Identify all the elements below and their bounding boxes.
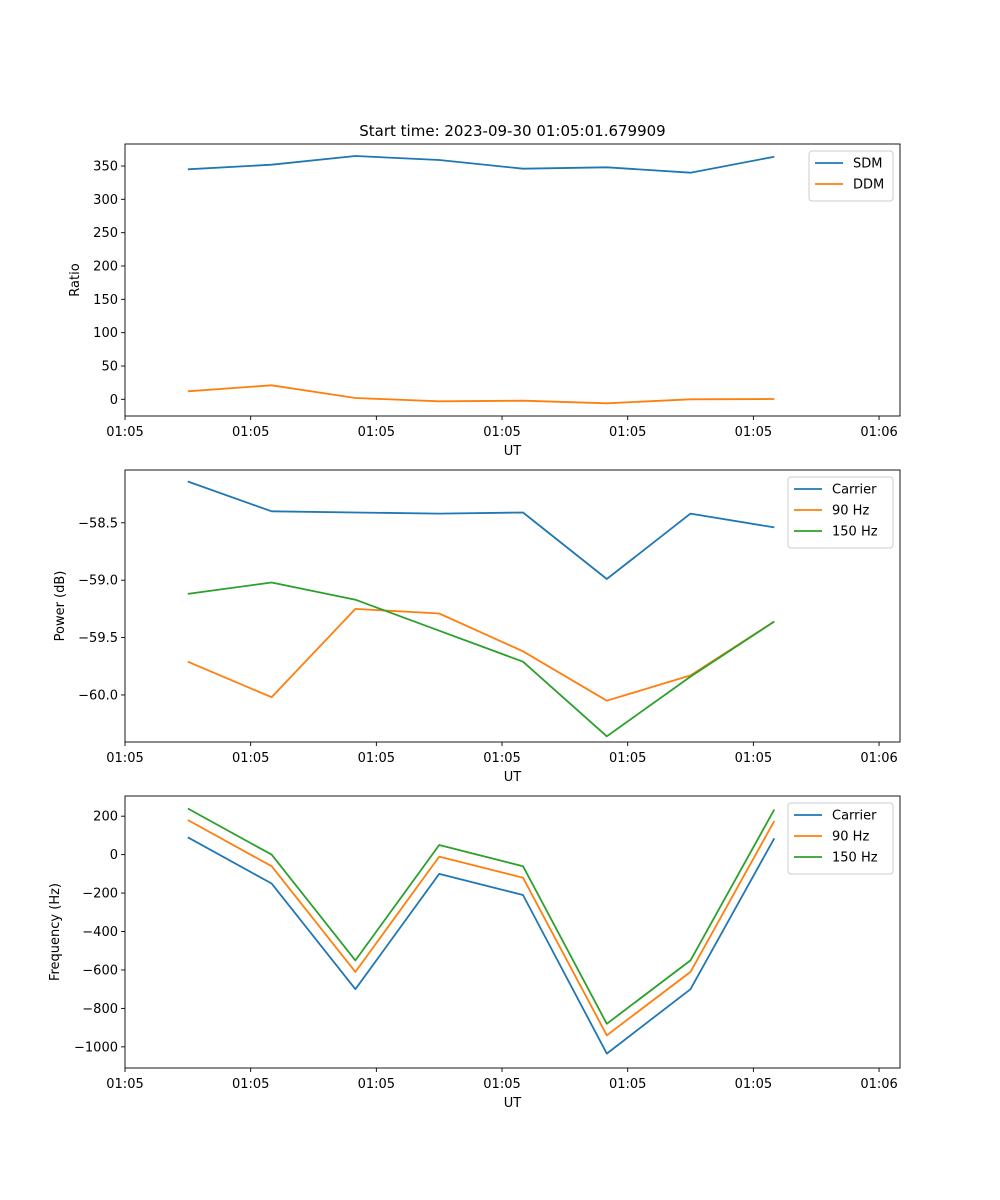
legend-label: 90 Hz bbox=[832, 504, 869, 519]
x-tick-label: 01:05 bbox=[483, 751, 520, 766]
plot-frame bbox=[124, 143, 901, 417]
x-tick-label: 01:05 bbox=[735, 1077, 772, 1092]
legend-label: 90 Hz bbox=[832, 830, 869, 845]
x-axis-label: UT bbox=[504, 1096, 522, 1111]
y-axis-label: Ratio bbox=[68, 263, 83, 296]
y-tick-label: −200 bbox=[82, 887, 118, 902]
x-tick-label: 01:05 bbox=[358, 425, 395, 440]
x-tick-label: 01:05 bbox=[232, 751, 269, 766]
series-line-150-hz bbox=[187, 581, 775, 738]
x-tick-label: 01:05 bbox=[735, 425, 772, 440]
legend-label: Carrier bbox=[832, 483, 877, 498]
x-tick-label: 01:05 bbox=[483, 1077, 520, 1092]
y-tick-label: −60.0 bbox=[78, 688, 118, 703]
y-axis-label: Frequency (Hz) bbox=[48, 883, 63, 981]
x-tick-label: 01:05 bbox=[106, 1077, 143, 1092]
x-tick-label: 01:06 bbox=[860, 1077, 897, 1092]
x-tick-label: 01:06 bbox=[860, 425, 897, 440]
plot-frame bbox=[124, 469, 901, 743]
x-tick-label: 01:05 bbox=[609, 1077, 646, 1092]
series-line-sdm bbox=[187, 155, 775, 174]
series-line-ddm bbox=[187, 384, 775, 405]
x-tick-label: 01:05 bbox=[358, 1077, 395, 1092]
x-tick-label: 01:05 bbox=[358, 751, 395, 766]
legend-label: 150 Hz bbox=[832, 525, 878, 540]
series-line-90-hz bbox=[187, 608, 775, 702]
legend: Carrier 90 Hz 150 Hz bbox=[787, 802, 894, 875]
y-tick-label: 300 bbox=[93, 193, 118, 208]
legend: Carrier 90 Hz 150 Hz bbox=[787, 476, 894, 549]
y-tick-label: 100 bbox=[93, 326, 118, 341]
x-tick-label: 01:05 bbox=[232, 425, 269, 440]
legend: SDM DDM bbox=[808, 150, 894, 202]
figure-title: Start time: 2023-09-30 01:05:01.679909 bbox=[359, 122, 665, 140]
x-tick-label: 01:05 bbox=[106, 425, 143, 440]
x-axis-label: UT bbox=[504, 770, 522, 785]
y-tick-label: 150 bbox=[93, 293, 118, 308]
y-tick-label: −59.0 bbox=[78, 574, 118, 589]
y-tick-label: 200 bbox=[93, 810, 118, 825]
plot-frame bbox=[124, 795, 901, 1069]
y-tick-label: 0 bbox=[110, 393, 118, 408]
y-tick-label: 350 bbox=[93, 160, 118, 175]
series-line-90-hz bbox=[187, 819, 776, 1037]
chart-panel-3: 01:05 01:05 01:05 01:05 01:05 01:05 01:06 −1000… bbox=[48, 795, 901, 1111]
panels: 01:05 01:05 01:05 01:05 01:05 01:05 01:06 0 50 10… bbox=[48, 143, 901, 1111]
x-tick-label: 01:05 bbox=[483, 425, 520, 440]
legend-label: 150 Hz bbox=[832, 851, 878, 866]
x-tick-label: 01:05 bbox=[106, 751, 143, 766]
y-tick-label: −600 bbox=[82, 963, 118, 978]
x-tick-label: 01:06 bbox=[860, 751, 897, 766]
x-tick-label: 01:05 bbox=[609, 751, 646, 766]
y-tick-label: 50 bbox=[101, 360, 118, 375]
legend-label: DDM bbox=[853, 178, 884, 193]
chart-panel-1: 01:05 01:05 01:05 01:05 01:05 01:05 01:06 0 50 10… bbox=[68, 143, 901, 459]
y-tick-label: 200 bbox=[93, 260, 118, 275]
legend-label: Carrier bbox=[832, 809, 877, 824]
y-tick-label: −400 bbox=[82, 925, 118, 940]
y-tick-label: −1000 bbox=[74, 1040, 118, 1055]
x-tick-label: 01:05 bbox=[735, 751, 772, 766]
y-tick-label: 0 bbox=[110, 848, 118, 863]
series-line-carrier bbox=[187, 836, 776, 1055]
series-line-150-hz bbox=[187, 807, 776, 1025]
y-tick-label: −58.5 bbox=[78, 516, 118, 531]
series-line-carrier bbox=[187, 480, 775, 580]
y-axis-label: Power (dB) bbox=[53, 571, 68, 642]
chart-panel-2: 01:05 01:05 01:05 01:05 01:05 01:05 01:06 −60.0… bbox=[53, 469, 901, 785]
x-tick-label: 01:05 bbox=[232, 1077, 269, 1092]
x-tick-label: 01:05 bbox=[609, 425, 646, 440]
y-tick-label: −800 bbox=[82, 1002, 118, 1017]
y-tick-label: 250 bbox=[93, 226, 118, 241]
x-axis-label: UT bbox=[504, 444, 522, 459]
y-tick-label: −59.5 bbox=[78, 631, 118, 646]
legend-label: SDM bbox=[853, 157, 882, 172]
